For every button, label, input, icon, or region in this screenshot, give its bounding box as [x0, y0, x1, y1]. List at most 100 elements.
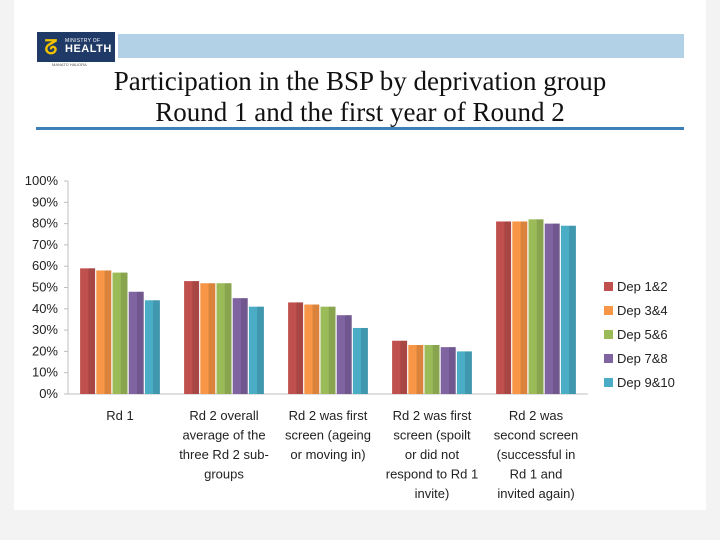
bar-shade	[344, 315, 352, 394]
bar	[184, 281, 200, 394]
ministry-logo: ᘔ MINISTRY OF HEALTH	[37, 32, 115, 62]
title-line2: Round 1 and the first year of Round 2	[155, 97, 565, 127]
x-tick-label: screen (spoilt	[393, 428, 471, 443]
bar	[288, 302, 304, 394]
title-underline	[36, 127, 684, 130]
x-tick-label: Rd 2 was first	[289, 408, 368, 423]
title-line1: Participation in the BSP by deprivation …	[113, 66, 607, 96]
x-tick-label: three Rd 2 sub-	[179, 447, 269, 462]
bar	[232, 298, 248, 394]
bar	[144, 300, 160, 394]
bar-shade	[552, 223, 560, 394]
y-tick-label: 10%	[32, 365, 58, 380]
x-tick-label: respond to Rd 1	[386, 467, 479, 482]
x-tick-label: Rd 1 and	[510, 467, 563, 482]
y-tick-label: 0%	[39, 386, 58, 401]
bar	[424, 345, 440, 394]
x-tick-label: average of the	[182, 428, 265, 443]
bar-shade	[120, 272, 128, 394]
legend-label: Dep 5&6	[617, 327, 668, 342]
y-tick-label: 20%	[32, 343, 58, 358]
bar	[304, 304, 320, 394]
bar-shade	[296, 302, 304, 394]
y-tick-label: 50%	[32, 280, 58, 295]
y-tick-label: 80%	[32, 216, 58, 231]
bar	[512, 221, 528, 394]
legend-label: Dep 1&2	[617, 279, 668, 294]
x-tick-label: screen (ageing	[285, 428, 371, 443]
bar-shade	[136, 291, 144, 394]
right-margin	[706, 0, 720, 540]
y-tick-label: 90%	[32, 194, 58, 209]
bar	[128, 291, 144, 394]
x-tick-label: or did not	[405, 447, 460, 462]
bar-shade	[520, 221, 528, 394]
bar-shade	[312, 304, 320, 394]
bar-shade	[208, 283, 216, 394]
legend-swatch	[604, 306, 613, 315]
bar	[352, 327, 368, 394]
legend-label: Dep 3&4	[617, 303, 668, 318]
y-tick-label: 30%	[32, 322, 58, 337]
bar	[456, 351, 472, 394]
bar	[112, 272, 128, 394]
bar-shade	[240, 298, 248, 394]
x-tick-label: groups	[204, 467, 244, 482]
bar-shade	[536, 219, 544, 394]
x-tick-label: (successful in	[497, 447, 576, 462]
logo-line3: MANATŪ HAUORA	[52, 62, 87, 67]
logo-line2: HEALTH	[65, 43, 112, 55]
bar-shade	[328, 306, 336, 394]
bar-shade	[448, 347, 456, 394]
x-tick-label: Rd 1	[106, 408, 133, 423]
bar-shade	[432, 345, 440, 394]
legend-label: Dep 9&10	[617, 375, 675, 390]
bar	[544, 223, 560, 394]
x-tick-label: Rd 2 was first	[393, 408, 472, 423]
y-tick-label: 70%	[32, 237, 58, 252]
bar-shade	[88, 268, 96, 394]
koru-icon: ᘔ	[44, 35, 58, 59]
legend-swatch	[604, 378, 613, 387]
bar-shade	[153, 300, 160, 394]
bar	[80, 268, 96, 394]
x-tick-label: invite)	[415, 486, 450, 501]
bar	[560, 225, 576, 394]
bar-shade	[257, 306, 264, 394]
y-tick-label: 100%	[25, 173, 59, 188]
header-band	[118, 34, 684, 58]
left-margin	[0, 0, 14, 540]
bottom-margin	[0, 510, 720, 540]
logo-line1: MINISTRY OF	[65, 38, 101, 44]
bar	[96, 270, 112, 394]
bar	[440, 347, 456, 394]
x-tick-label: invited again)	[497, 486, 574, 501]
x-tick-label: second screen	[494, 428, 579, 443]
bar-shade	[504, 221, 512, 394]
y-tick-label: 60%	[32, 258, 58, 273]
bar	[320, 306, 336, 394]
x-tick-label: or moving in)	[290, 447, 365, 462]
bar	[408, 345, 424, 394]
bar	[248, 306, 264, 394]
bar-shade	[361, 327, 368, 394]
legend-swatch	[604, 330, 613, 339]
x-tick-label: Rd 2 overall	[189, 408, 258, 423]
bar-shade	[416, 345, 424, 394]
legend-swatch	[604, 282, 613, 291]
bar-shade	[465, 351, 472, 394]
bar-shade	[192, 281, 200, 394]
y-tick-label: 40%	[32, 301, 58, 316]
legend-swatch	[604, 354, 613, 363]
bar-shade	[224, 283, 232, 394]
legend-label: Dep 7&8	[617, 351, 668, 366]
bar-shade	[569, 225, 576, 394]
bar-shade	[104, 270, 112, 394]
bar	[336, 315, 352, 394]
bar	[200, 283, 216, 394]
x-tick-label: Rd 2 was	[509, 408, 564, 423]
bar-shade	[400, 340, 408, 394]
bar	[496, 221, 512, 394]
bar	[528, 219, 544, 394]
